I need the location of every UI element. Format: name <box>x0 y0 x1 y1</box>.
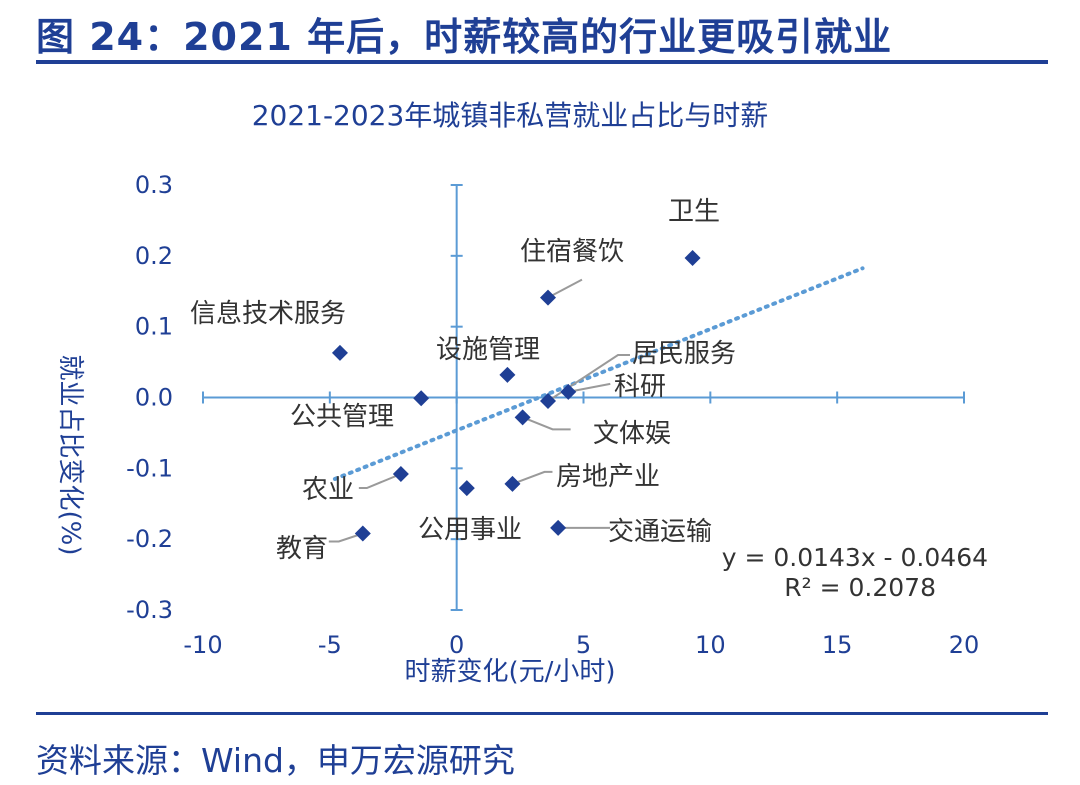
point-label: 教育 <box>276 534 328 564</box>
x-axis-title: 时薪变化(元/小时) <box>404 657 615 687</box>
figure-title: 图 24：2021 年后，时薪较高的行业更吸引就业 <box>36 15 893 59</box>
point-label: 信息技术服务 <box>190 299 346 329</box>
leader-line <box>522 416 571 431</box>
x-tick-label: 5 <box>576 631 591 659</box>
point-label: 居民服务 <box>632 339 736 369</box>
y-tick-label: 0.2 <box>135 242 173 270</box>
leader-line <box>328 532 364 543</box>
y-axis-title: 就业占比变化(%) <box>55 355 85 556</box>
point-label: 交通运输 <box>608 517 712 547</box>
bottom-rule <box>36 712 1048 715</box>
leader-line <box>358 473 402 489</box>
data-point-marker <box>331 344 348 361</box>
y-tick-label: -0.1 <box>126 454 173 482</box>
point-label: 文体娱 <box>593 419 671 449</box>
point-label: 住宿餐饮 <box>520 237 624 267</box>
data-point-marker <box>560 383 577 400</box>
data-point-marker <box>539 289 556 306</box>
top-rule <box>36 60 1048 64</box>
x-tick-label: 15 <box>822 631 853 659</box>
data-point-marker <box>504 475 521 492</box>
y-tick-label: 0.0 <box>135 384 173 412</box>
data-point-marker <box>684 249 701 266</box>
chart-title: 2021-2023年城镇非私营就业占比与时薪 <box>252 99 769 132</box>
data-point-marker <box>550 519 567 536</box>
y-tick-label: -0.3 <box>126 596 173 624</box>
point-label: 科研 <box>614 372 666 402</box>
x-tick-label: -5 <box>318 631 342 659</box>
leader-line <box>568 382 611 393</box>
scatter-chart: 2021-2023年城镇非私营就业占比与时薪 -10 -5 0 5 10 15 20 0.3 0… <box>55 99 988 687</box>
axes: -10 -5 0 5 10 15 20 0.3 0.2 0.1 0.0 -0.1 -0.2 -0.3 <box>126 171 979 659</box>
data-point-marker <box>413 390 430 407</box>
point-label: 房地产业 <box>556 462 660 492</box>
x-tick-label: -10 <box>183 631 222 659</box>
x-tick-label: 10 <box>695 631 726 659</box>
point-label: 农业 <box>302 475 354 505</box>
trendline-path <box>332 266 865 481</box>
trendline <box>332 266 865 481</box>
point-label: 公共管理 <box>290 402 394 432</box>
data-point-marker <box>392 466 409 482</box>
data-point-marker <box>499 366 516 383</box>
leader-line <box>512 470 553 485</box>
data-point-marker <box>539 393 556 410</box>
data-points <box>331 249 701 542</box>
trend-equation: y = 0.0143x - 0.0464 <box>722 543 988 572</box>
leader-lines <box>328 278 630 543</box>
leader-line <box>547 278 583 299</box>
trend-r-squared: R² = 0.2078 <box>784 573 936 602</box>
source-note: 资料来源：Wind，申万宏源研究 <box>36 741 515 780</box>
x-tick-label: 0 <box>449 631 464 659</box>
point-label: 公用事业 <box>418 515 522 545</box>
leader-line <box>547 354 630 402</box>
point-label: 设施管理 <box>436 335 540 365</box>
y-tick-label: -0.2 <box>126 525 173 553</box>
y-tick-label: 0.3 <box>135 171 173 199</box>
y-tick-label: 0.1 <box>135 313 173 341</box>
data-point-marker <box>354 525 371 542</box>
data-point-marker <box>458 480 475 497</box>
data-point-marker <box>514 409 531 426</box>
point-label: 卫生 <box>668 197 720 227</box>
x-tick-label: 20 <box>949 631 980 659</box>
